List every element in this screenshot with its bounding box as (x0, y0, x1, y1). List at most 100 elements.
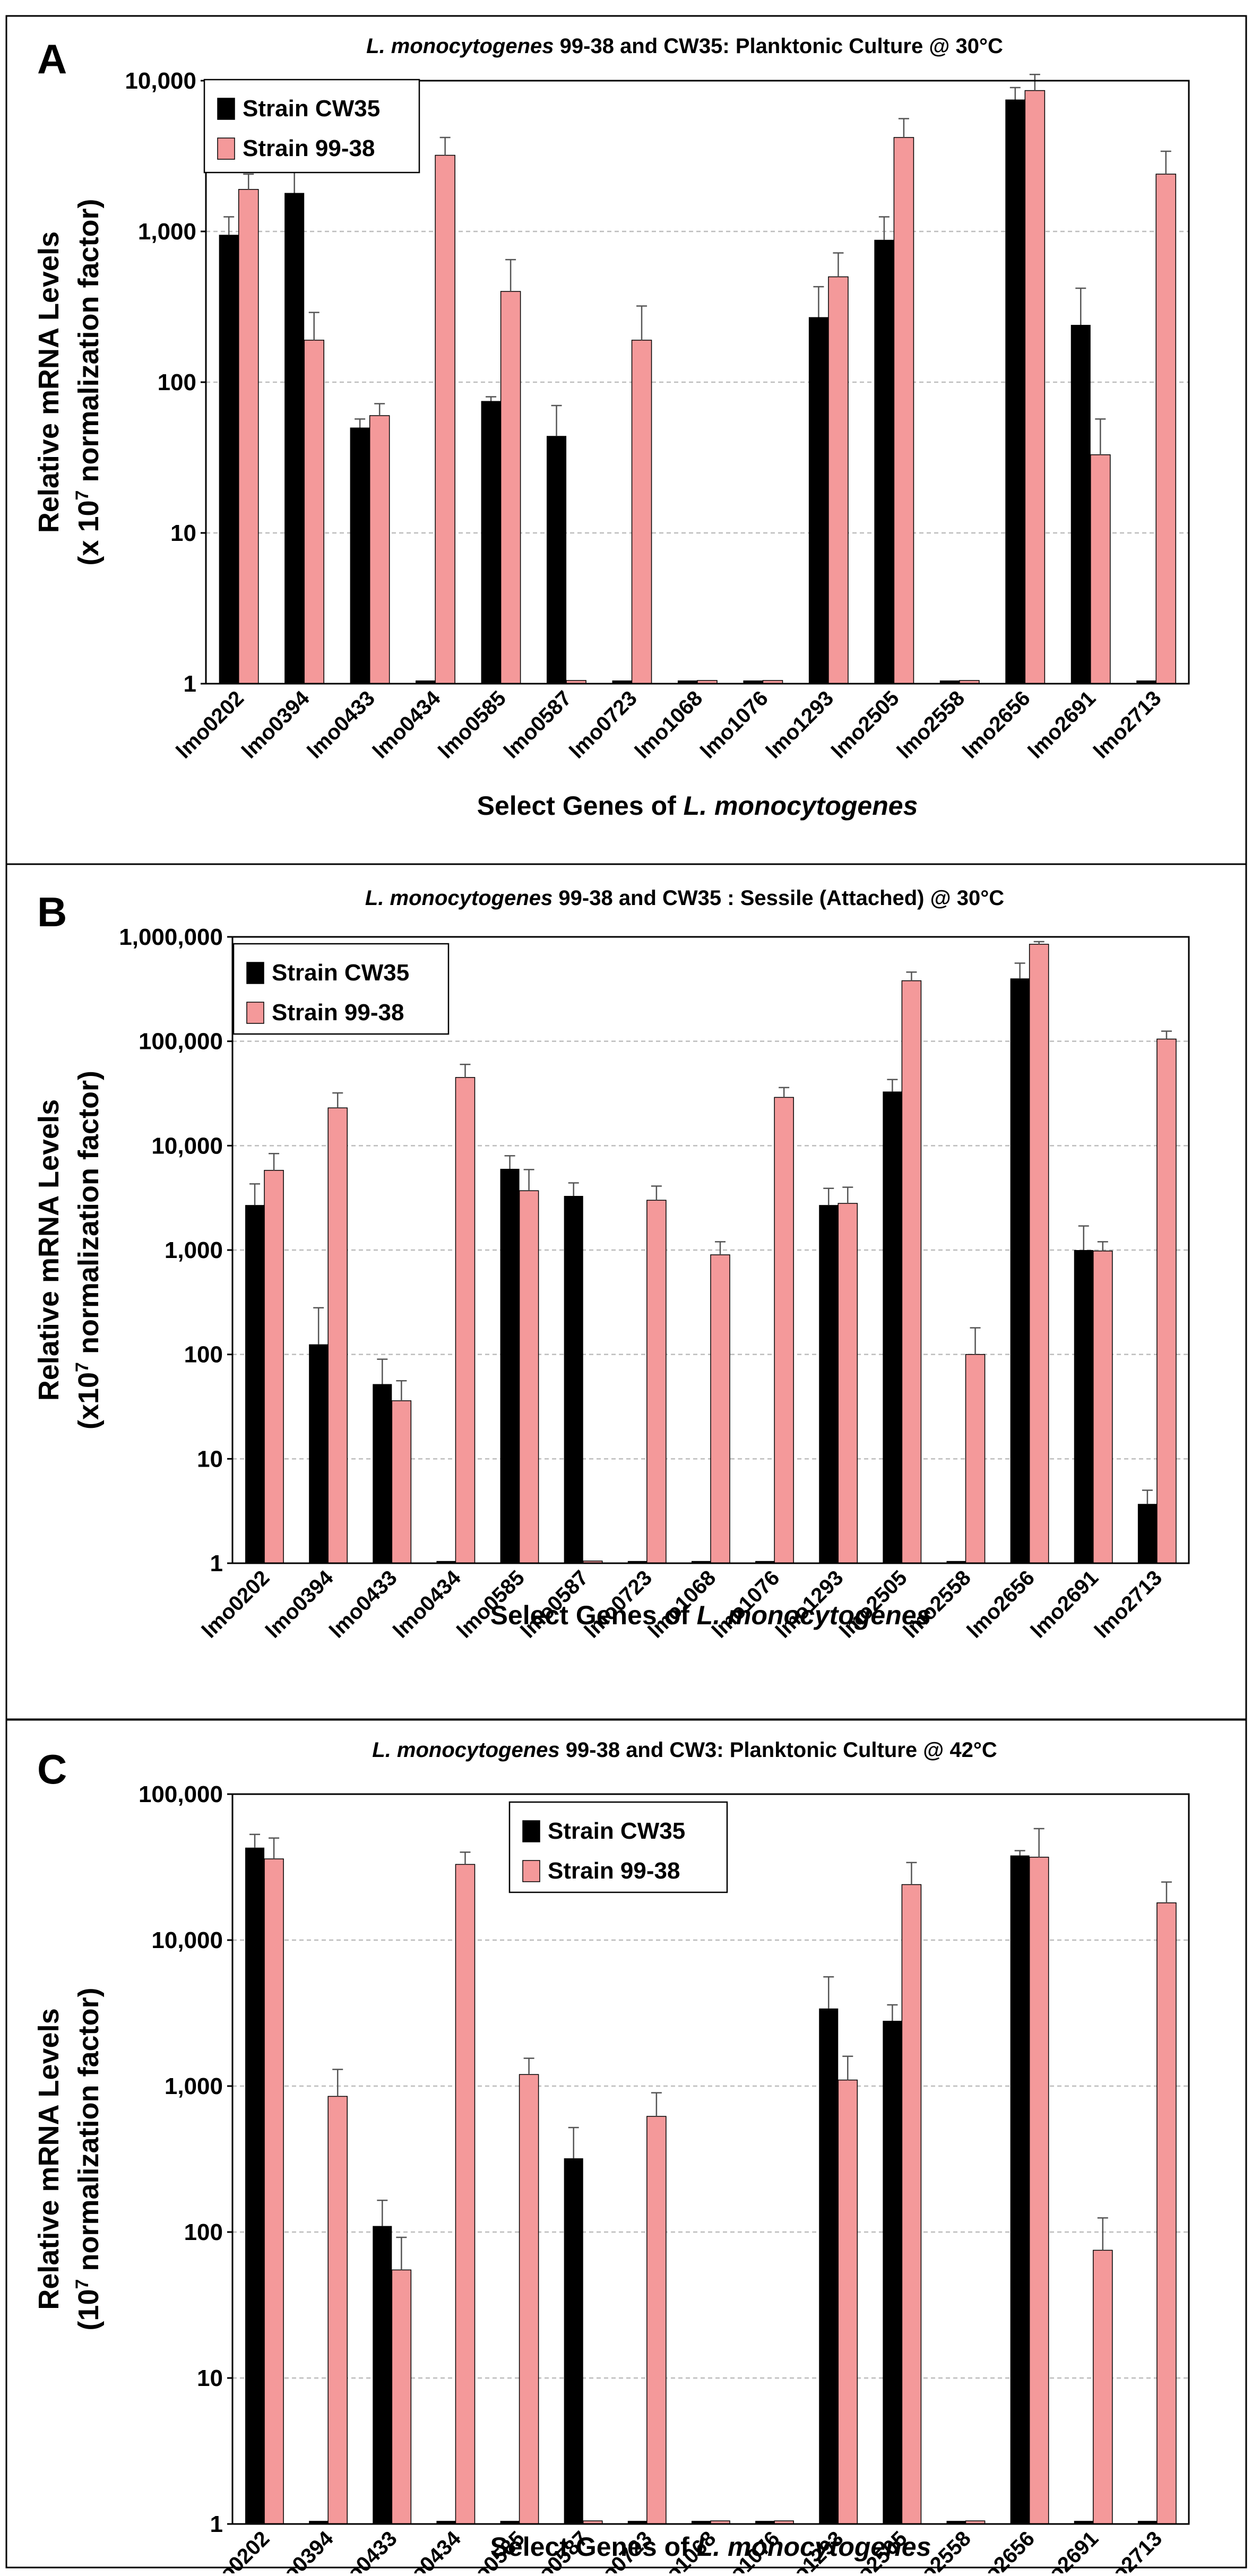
bar-cw35-lmo0394 (309, 2521, 329, 2524)
panel-letter: A (37, 36, 67, 82)
xtick-label: lmo0585 (434, 686, 511, 763)
bar-9938-lmo0434 (455, 1077, 476, 1564)
legend-box (508, 1801, 728, 1893)
plot-area (205, 80, 1190, 685)
xtick-label: lmo2558 (893, 686, 969, 763)
x-axis-label-text: Select Genes of (490, 2532, 697, 2562)
bar-cw35-lmo0585 (481, 401, 501, 684)
ytick-label: 100,000 (139, 1781, 223, 1807)
legend: Strain CW35 Strain 99-38 (508, 1801, 728, 1893)
bar-cw35-lmo2691 (1074, 1250, 1093, 1563)
x-axis-label: Select Genes of L. monocytogenes (490, 1600, 931, 1630)
bar-9938-lmo0723 (646, 1200, 667, 1564)
bar-cw35-lmo2505 (883, 2021, 902, 2524)
xtick-label: lmo2656 (958, 686, 1034, 763)
legend: Strain CW35 Strain 99-38 (232, 943, 450, 1035)
bar-9938-lmo0433 (391, 2269, 412, 2525)
bar-cw35-lmo0587 (564, 2158, 583, 2524)
plot-area (231, 1793, 1190, 2525)
bar-9938-lmo0434 (435, 154, 455, 684)
bar-cw35-lmo2656 (1010, 978, 1030, 1563)
bar-cw35-lmo0434 (436, 2521, 456, 2524)
y-axis-label-pre: (x10 (73, 1372, 105, 1429)
ytick-label: 1 (210, 2511, 223, 2537)
bar-cw35-lmo2558 (939, 680, 960, 684)
x-axis-label-species: L. monocytogenes (684, 791, 918, 821)
ytick-label: 1,000,000 (119, 924, 223, 950)
y-axis-label-line2: (x107 normalization factor) (72, 1071, 105, 1429)
x-axis-label-species: L. monocytogenes (697, 1600, 931, 1630)
xtick-label: lmo0434 (389, 1566, 466, 1643)
y-axis-label-pre: (10 (73, 2289, 105, 2330)
bar-cw35-lmo1293 (819, 2008, 839, 2524)
chart-title-rest: 99-38 and CW35: Planktonic Culture @ 30°… (554, 35, 1003, 58)
xtick-label: lmo0202 (172, 686, 248, 763)
bar-9938-lmo0723 (631, 340, 652, 684)
bar-cw35-lmo0587 (564, 1196, 583, 1563)
xtick-label: lmo2691 (1026, 2527, 1103, 2573)
ytick-label: 10,000 (125, 68, 196, 94)
xtick-label: lmo2691 (1026, 1566, 1103, 1642)
x-axis-label-text: Select Genes of (490, 1600, 697, 1630)
chart-title: L. monocytogenes 99-38 and CW3: Plankton… (372, 1738, 997, 1762)
bar-cw35-lmo1293 (808, 317, 828, 684)
bar-cw35-lmo0434 (416, 680, 436, 684)
bar-cw35-lmo0433 (350, 427, 370, 684)
bar-cw35-lmo2656 (1005, 99, 1025, 684)
y-axis-label-post: normalization factor) (73, 199, 105, 490)
bar-9938-lmo0202 (264, 1858, 284, 2525)
y-axis-label-line2: (x 107 normalization factor) (72, 199, 105, 565)
panel-letter: C (37, 1746, 67, 1793)
bar-9938-lmo2656 (1024, 90, 1046, 684)
xtick-label: lmo1068 (631, 686, 707, 763)
xtick-label: lmo1076 (696, 686, 773, 763)
chart-title-species: L. monocytogenes (366, 35, 554, 58)
bar-cw35-lmo1076 (755, 2521, 775, 2524)
bar-9938-lmo1293 (828, 276, 849, 684)
bar-9938-lmo2691 (1093, 2250, 1113, 2525)
ytick-label: 100,000 (139, 1029, 223, 1055)
bar-9938-lmo2558 (965, 1354, 986, 1564)
chart-panel-a: A L. monocytogenes 99-38 and CW35: Plankt… (5, 15, 1247, 865)
y-axis-label-line1: Relative mRNA Levels (33, 1099, 65, 1401)
bar-cw35-lmo2691 (1074, 2521, 1093, 2524)
chart-title: L. monocytogenes 99-38 and CW35 : Sessil… (365, 886, 1004, 910)
legend-swatch-9938 (246, 1002, 264, 1024)
bar-cw35-lmo0394 (284, 193, 305, 684)
bar-cw35-lmo2505 (874, 239, 894, 684)
bar-cw35-lmo1068 (677, 680, 697, 684)
legend: Strain CW35 Strain 99-38 (203, 79, 420, 174)
legend-label: Strain CW35 (243, 96, 380, 122)
xtick-label: lmo0394 (261, 2527, 338, 2573)
y-axis-label-line1: Relative mRNA Levels (33, 231, 65, 533)
bar-cw35-lmo0587 (547, 436, 567, 684)
xtick-label: lmo0587 (499, 686, 576, 763)
ytick-label: 1 (184, 671, 196, 697)
bar-cw35-lmo2656 (1010, 1855, 1030, 2524)
chart-title: L. monocytogenes 99-38 and CW35: Plankto… (366, 35, 1003, 58)
xtick-label: lmo2656 (963, 2527, 1039, 2573)
ytick-label: 10,000 (151, 1133, 223, 1159)
xtick-label: lmo0723 (565, 686, 642, 763)
xtick-label: lmo2713 (1089, 686, 1165, 763)
bar-cw35-lmo0433 (373, 2226, 392, 2524)
x-axis-label: Select Genes of L. monocytogenes (477, 791, 918, 821)
xtick-label: lmo2691 (1024, 686, 1100, 763)
bar-9938-lmo0723 (646, 2116, 667, 2525)
bar-cw35-lmo0202 (245, 1847, 265, 2524)
legend-swatch-cw35 (217, 98, 235, 120)
chart-title-rest: 99-38 and CW3: Planktonic Culture @ 42°C (560, 1738, 997, 1762)
bar-9938-lmo1293 (837, 1203, 858, 1564)
xtick-label: lmo0433 (325, 2527, 401, 2573)
bar-9938-lmo2656 (1029, 944, 1049, 1564)
xtick-label: lmo0434 (389, 2527, 466, 2573)
xtick-label: lmo2713 (1090, 1566, 1167, 1642)
ytick-label: 100 (184, 1342, 223, 1368)
legend-swatch-9938 (522, 1860, 540, 1882)
bar-9938-lmo0202 (238, 189, 259, 684)
xtick-label: lmo0202 (197, 2527, 274, 2573)
y-axis-label-line1: Relative mRNA Levels (33, 2008, 65, 2310)
bar-cw35-lmo2713 (1136, 680, 1156, 684)
bar-cw35-lmo2558 (946, 1561, 966, 1563)
bar-cw35-lmo0434 (436, 1561, 456, 1563)
